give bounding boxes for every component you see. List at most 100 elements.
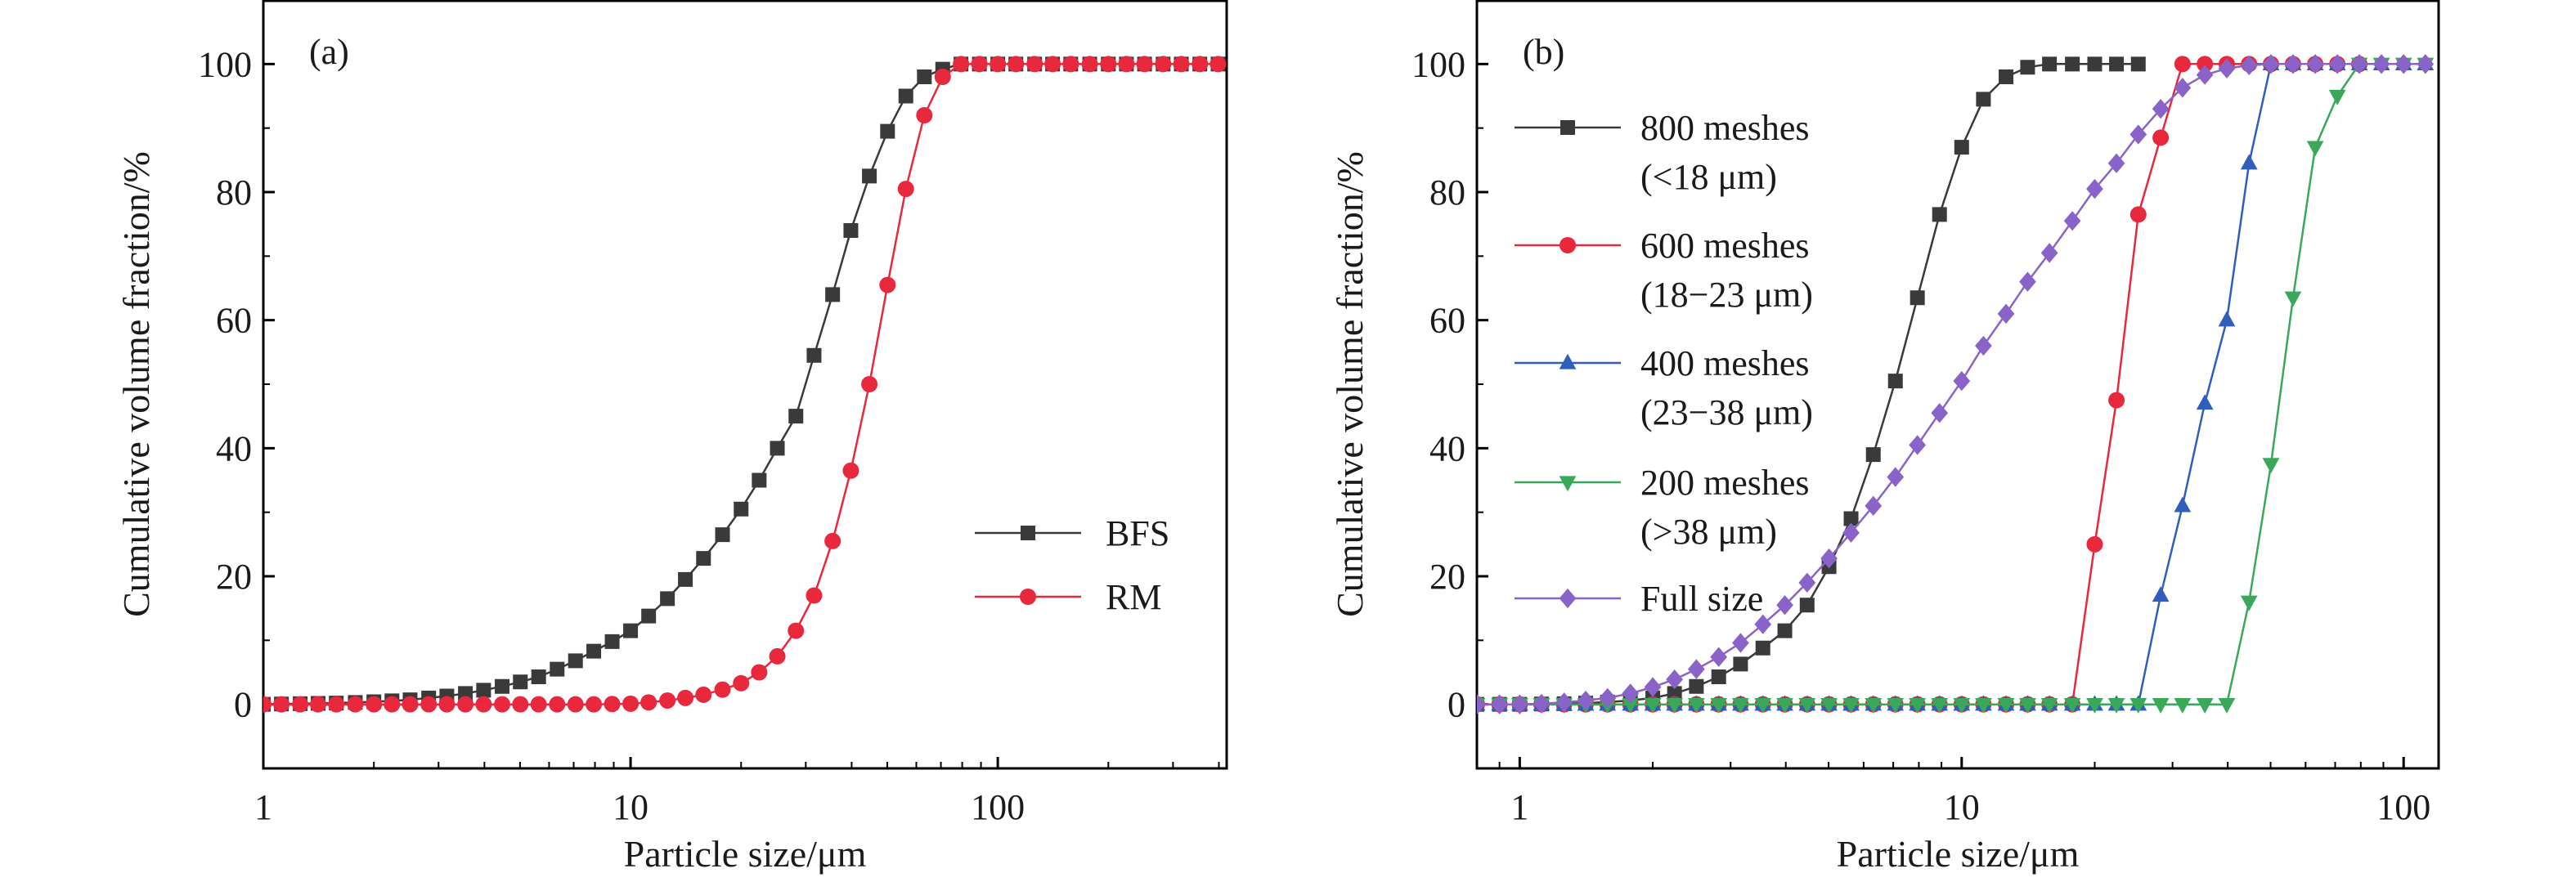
data-point [897,181,914,198]
x-tick-label: 100 [2376,787,2430,827]
data-point [1732,633,1749,653]
data-point [1865,447,1881,463]
data-point [1081,56,1098,73]
data-point [659,692,676,709]
series-1 [263,56,1227,713]
data-point [1798,572,1816,593]
data-point [1491,694,1508,714]
data-point [1953,698,1971,714]
data-point [549,696,566,713]
legend-marker [1020,589,1036,605]
data-point [2218,311,2236,327]
data-point [1711,669,1726,684]
legend-marker [1559,353,1577,369]
legend: 800 meshes (<18 μm) 600 meshes (18−23 μm) 40… [1515,108,1813,619]
x-axis-label: Particle size/μm [1837,833,2080,875]
data-point [530,696,547,713]
data-point [2284,291,2302,307]
series-1 [1477,56,2368,713]
data-point [715,527,730,543]
data-point [770,441,785,456]
data-point [2086,698,2103,714]
data-point [1100,56,1117,73]
y-tick-label: 60 [216,301,252,341]
data-point [953,56,970,73]
data-point [1975,335,1992,356]
data-point [1887,467,1905,487]
data-point [1887,698,1905,714]
data-point [1533,693,1551,714]
data-point [402,696,419,713]
panel-b-chart: 0 20 40 60 80 100 1 10 100 Particle size/μm Cumula… [1329,0,2440,875]
data-point [2129,698,2147,714]
data-point [1688,659,1705,679]
data-point [678,571,693,587]
data-point [531,669,546,684]
data-point [2063,211,2081,231]
data-point [384,696,401,713]
data-point [2086,178,2103,199]
data-point [292,696,309,713]
plot-frame [262,0,1228,770]
data-point [2040,243,2058,263]
data-point [2019,698,2036,714]
legend-marker [1021,526,1035,540]
x-tick-label: 1 [1510,787,1528,827]
data-point [2240,595,2258,611]
data-point [1997,698,2015,714]
data-point [1644,677,1662,697]
data-point [1842,522,1860,543]
series-0 [1477,56,2146,712]
y-tick-label: 0 [234,685,252,725]
data-point [1577,690,1595,711]
data-point [2019,271,2036,292]
data-point [438,696,456,713]
data-point [714,681,731,698]
y-tick-label: 80 [1429,172,1465,213]
data-point [1555,692,1573,713]
data-point [843,223,859,238]
x-tick-label: 10 [613,787,648,827]
data-point [788,622,805,639]
data-point [1865,495,1883,516]
data-point [1954,140,1969,155]
series-2 [1477,55,2435,711]
data-point [567,696,584,713]
y-tick-label: 100 [1411,44,1465,84]
y-tick-label: 20 [1429,557,1465,597]
data-point [1931,403,1949,423]
data-point [2152,586,2170,602]
data-point [347,696,364,713]
y-axis-label: Cumulative volume fraction/% [115,151,157,617]
data-point [2284,54,2302,74]
data-point [971,56,988,73]
data-point [1666,669,1684,690]
legend: BFS RM [975,513,1169,617]
data-point [604,634,620,649]
data-point [1044,56,1061,73]
data-point [641,608,657,624]
data-point [2129,206,2147,223]
data-point [366,696,383,713]
data-point [916,107,933,123]
data-point [1909,698,1927,714]
panel-a-chart: 0 20 40 60 80 100 1 10 100 Particle size/μm Cumula… [115,0,1228,875]
data-point [990,56,1007,73]
data-point [917,69,932,84]
legend-label: 200 meshes [1640,463,1810,503]
data-point [2218,698,2236,714]
data-point [1622,698,1640,714]
data-point [1688,698,1705,714]
series-line [263,63,1218,705]
data-point [2152,129,2170,146]
data-point [1931,698,1949,714]
data-point [2328,54,2346,74]
data-point [2196,65,2214,85]
data-point [1477,694,1486,714]
x-axis-label: Particle size/μm [624,833,867,875]
data-point [733,674,750,692]
data-point [1689,678,1704,694]
data-point [2174,78,2192,98]
data-point [2107,153,2125,173]
data-point [513,674,528,690]
